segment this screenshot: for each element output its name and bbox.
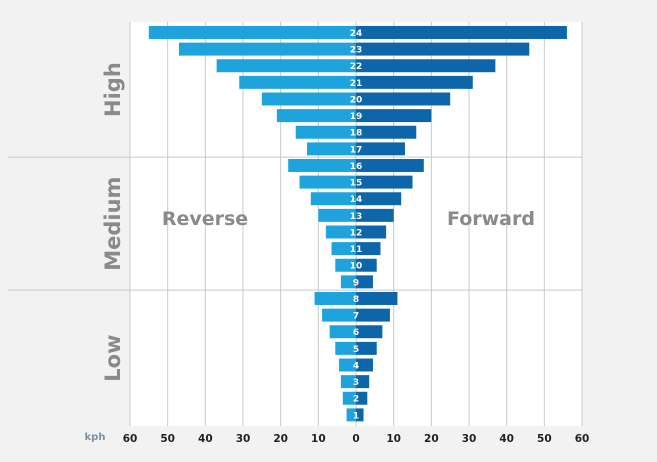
reverse-bar <box>335 341 356 355</box>
forward-bar <box>356 408 364 422</box>
reverse-annotation: Reverse <box>162 208 248 230</box>
x-tick-label: 20 <box>273 433 288 445</box>
forward-bar <box>356 109 432 123</box>
gear-label: 3 <box>353 378 359 388</box>
forward-bar <box>356 42 530 56</box>
gear-label: 15 <box>350 179 363 189</box>
gear-label: 7 <box>353 312 359 322</box>
reverse-bar <box>314 292 356 305</box>
x-tick-label: 50 <box>537 433 552 445</box>
forward-bar <box>356 26 567 39</box>
forward-bar <box>356 175 413 189</box>
gear-label: 16 <box>350 162 363 172</box>
reverse-bar <box>295 125 356 139</box>
reverse-bar <box>340 375 356 389</box>
reverse-bar <box>331 242 356 256</box>
forward-bar <box>356 391 368 405</box>
x-tick-label: 60 <box>575 433 590 445</box>
gear-label: 14 <box>350 195 363 205</box>
reverse-bar <box>178 42 356 56</box>
gear-label: 9 <box>353 278 359 288</box>
forward-bar <box>356 258 377 272</box>
forward-bar <box>356 125 417 139</box>
forward-bar <box>356 341 377 355</box>
reverse-bar <box>307 142 356 156</box>
x-tick-label: 0 <box>352 433 359 445</box>
gear-label: 6 <box>353 328 359 338</box>
reverse-bar <box>342 391 356 405</box>
gear-label: 11 <box>350 245 363 255</box>
reverse-bar <box>329 325 356 339</box>
gear-label: 5 <box>353 345 359 355</box>
forward-bar <box>356 292 398 305</box>
gear-label: 19 <box>350 112 363 122</box>
gear-label: 18 <box>350 129 363 139</box>
x-tick-label: 40 <box>198 433 213 445</box>
forward-bar <box>356 375 370 389</box>
forward-bar <box>356 325 383 339</box>
group-label: Medium <box>101 177 125 271</box>
reverse-bar <box>276 109 356 123</box>
reverse-bar <box>322 308 356 322</box>
forward-bar <box>356 275 373 289</box>
group-label: High <box>101 62 125 117</box>
reverse-bar <box>318 208 356 222</box>
x-tick-label: 40 <box>499 433 514 445</box>
gear-label: 8 <box>353 295 359 305</box>
gear-label: 2 <box>353 395 359 405</box>
gear-label: 12 <box>350 228 363 238</box>
forward-annotation: Forward <box>447 208 535 230</box>
reverse-bar <box>346 408 356 422</box>
gear-label: 23 <box>350 46 363 56</box>
reverse-bar <box>339 358 356 372</box>
reverse-bar <box>288 159 356 172</box>
x-tick-label: 30 <box>236 433 251 445</box>
forward-bar <box>356 92 451 106</box>
reverse-bar <box>325 225 356 239</box>
x-tick-label: 30 <box>462 433 477 445</box>
forward-bar <box>356 358 373 372</box>
reverse-bar <box>340 275 356 289</box>
gear-label: 13 <box>350 212 363 222</box>
gear-label: 24 <box>350 29 363 39</box>
gear-label: 17 <box>350 145 363 155</box>
forward-bar <box>356 225 387 239</box>
reverse-bar <box>261 92 356 106</box>
reverse-bar <box>310 192 356 206</box>
reverse-bar <box>148 26 356 39</box>
gear-label: 4 <box>353 361 359 371</box>
forward-bar <box>356 159 424 172</box>
gear-label: 1 <box>353 411 359 421</box>
gear-label: 21 <box>350 79 363 89</box>
forward-bar <box>356 308 390 322</box>
forward-bar <box>356 192 402 206</box>
x-tick-label: 10 <box>386 433 401 445</box>
unit-label: kph <box>85 432 106 443</box>
forward-bar <box>356 242 381 256</box>
reverse-bar <box>239 75 356 89</box>
forward-bar <box>356 75 473 89</box>
gear-label: 22 <box>350 62 363 72</box>
gear-label: 20 <box>350 95 363 105</box>
reverse-bar <box>299 175 356 189</box>
x-tick-label: 20 <box>424 433 439 445</box>
x-tick-label: 50 <box>160 433 175 445</box>
forward-bar <box>356 142 405 156</box>
x-tick-label: 60 <box>123 433 138 445</box>
forward-bar <box>356 59 496 73</box>
group-label: Low <box>101 334 125 381</box>
gear-label: 10 <box>350 262 363 272</box>
x-tick-label: 10 <box>311 433 326 445</box>
reverse-bar <box>335 258 356 272</box>
forward-bar <box>356 208 394 222</box>
reverse-bar <box>216 59 356 73</box>
